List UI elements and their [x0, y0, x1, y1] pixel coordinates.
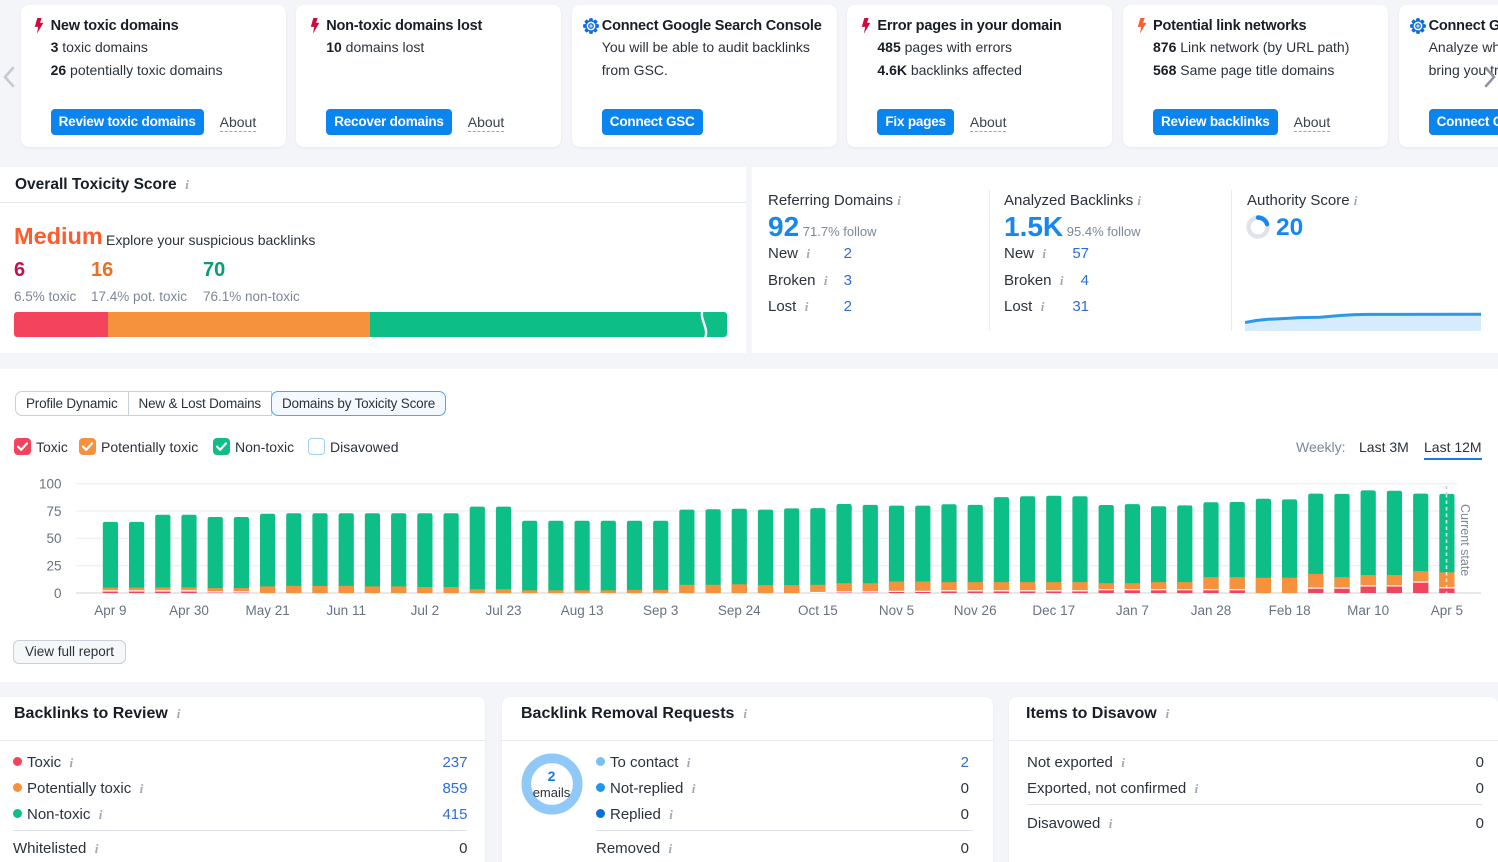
svg-text:Sep 24: Sep 24	[718, 603, 761, 618]
svg-text:Jan 7: Jan 7	[1116, 603, 1149, 618]
svg-text:50: 50	[46, 531, 61, 546]
svg-text:Apr 30: Apr 30	[169, 603, 209, 618]
svg-text:Oct 15: Oct 15	[798, 603, 838, 618]
svg-text:25: 25	[46, 559, 61, 574]
svg-text:Aug 13: Aug 13	[561, 603, 604, 618]
svg-text:0: 0	[54, 586, 62, 601]
svg-text:Feb 18: Feb 18	[1269, 603, 1311, 618]
svg-text:Dec 17: Dec 17	[1032, 603, 1075, 618]
svg-text:75: 75	[46, 504, 61, 519]
svg-text:Mar 10: Mar 10	[1347, 603, 1389, 618]
svg-text:Jul 23: Jul 23	[485, 603, 521, 618]
svg-text:Nov 26: Nov 26	[954, 603, 997, 618]
svg-text:Sep 3: Sep 3	[643, 603, 678, 618]
svg-text:Jul 2: Jul 2	[411, 603, 440, 618]
svg-text:May 21: May 21	[245, 603, 289, 618]
svg-text:Apr 9: Apr 9	[94, 603, 126, 618]
svg-text:Apr 5: Apr 5	[1431, 603, 1463, 618]
svg-text:Jan 28: Jan 28	[1191, 603, 1232, 618]
svg-text:100: 100	[39, 477, 62, 492]
svg-text:Nov 5: Nov 5	[879, 603, 914, 618]
svg-text:Jun 11: Jun 11	[326, 603, 366, 618]
